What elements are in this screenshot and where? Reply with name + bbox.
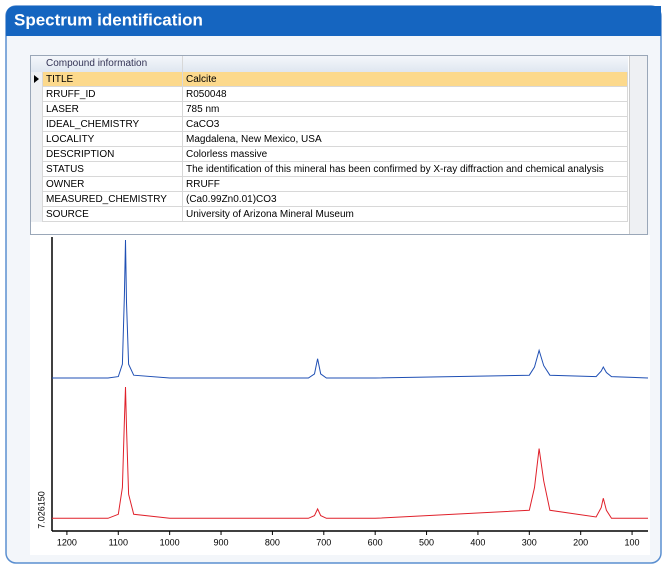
row-indicator xyxy=(31,147,43,162)
table-row[interactable]: DESCRIPTION Colorless massive xyxy=(31,147,628,162)
field-name: TITLE xyxy=(43,72,183,87)
x-tick-label: 1000 xyxy=(160,537,180,547)
field-name: IDEAL_CHEMISTRY xyxy=(43,117,183,132)
field-value: 785 nm xyxy=(183,102,628,117)
row-indicator xyxy=(31,102,43,117)
table-row[interactable]: RRUFF_ID R050048 xyxy=(31,87,628,102)
x-tick-label: 400 xyxy=(470,537,485,547)
x-tick-label: 500 xyxy=(419,537,434,547)
field-name: DESCRIPTION xyxy=(43,147,183,162)
table-row[interactable]: LOCALITY Magdalena, New Mexico, USA xyxy=(31,132,628,147)
compound-table: Compound information TITLE Calcite RRUFF_I… xyxy=(30,55,648,235)
plot-area xyxy=(30,235,650,555)
table-row[interactable]: MEASURED_CHEMISTRY (Ca0.99Zn0.01)CO3 xyxy=(31,192,628,207)
table-row[interactable]: IDEAL_CHEMISTRY CaCO3 xyxy=(31,117,628,132)
x-tick-label: 1200 xyxy=(57,537,77,547)
field-name: STATUS xyxy=(43,162,183,177)
field-value: University of Arizona Mineral Museum xyxy=(183,207,628,222)
header-bar xyxy=(6,6,661,36)
table-header: Compound information xyxy=(43,56,183,72)
field-name: RRUFF_ID xyxy=(43,87,183,102)
field-name: LOCALITY xyxy=(43,132,183,147)
field-value: Magdalena, New Mexico, USA xyxy=(183,132,628,147)
table-row[interactable]: STATUS The identification of this mineral… xyxy=(31,162,628,177)
x-tick-label: 800 xyxy=(265,537,280,547)
x-tick-label: 700 xyxy=(316,537,331,547)
row-indicator xyxy=(31,162,43,177)
row-indicator xyxy=(31,72,43,87)
table-row[interactable]: LASER 785 nm xyxy=(31,102,628,117)
field-value: The identification of this mineral has b… xyxy=(183,162,628,177)
field-name: OWNER xyxy=(43,177,183,192)
field-value: Calcite xyxy=(183,72,628,87)
x-tick-label: 1100 xyxy=(109,537,128,547)
field-value: Colorless massive xyxy=(183,147,628,162)
field-value: R050048 xyxy=(183,87,628,102)
spectrum-line xyxy=(52,386,648,519)
field-name: SOURCE xyxy=(43,207,183,222)
x-tick-label: 100 xyxy=(625,537,640,547)
x-tick-label: 200 xyxy=(573,537,588,547)
row-indicator xyxy=(31,192,43,207)
field-name: MEASURED_CHEMISTRY xyxy=(43,192,183,207)
table-row[interactable]: SOURCE University of Arizona Mineral Muse… xyxy=(31,207,628,222)
field-value: (Ca0.99Zn0.01)CO3 xyxy=(183,192,628,207)
row-indicator xyxy=(31,132,43,147)
row-indicator xyxy=(31,177,43,192)
x-tick-label: 600 xyxy=(368,537,383,547)
row-indicator xyxy=(31,117,43,132)
scrollbar[interactable] xyxy=(629,56,647,234)
x-tick-label: 300 xyxy=(522,537,537,547)
header-title: Spectrum identification xyxy=(14,10,203,29)
row-indicator xyxy=(31,207,43,222)
field-value: CaCO3 xyxy=(183,117,628,132)
table-row[interactable]: OWNER RRUFF xyxy=(31,177,628,192)
spectrum-line xyxy=(52,239,649,379)
field-name: LASER xyxy=(43,102,183,117)
field-value: RRUFF xyxy=(183,177,628,192)
x-tick-label: 900 xyxy=(214,537,229,547)
y-axis-label: 7.026150 xyxy=(36,491,46,529)
row-indicator xyxy=(31,87,43,102)
table-row[interactable]: TITLE Calcite xyxy=(31,72,628,87)
